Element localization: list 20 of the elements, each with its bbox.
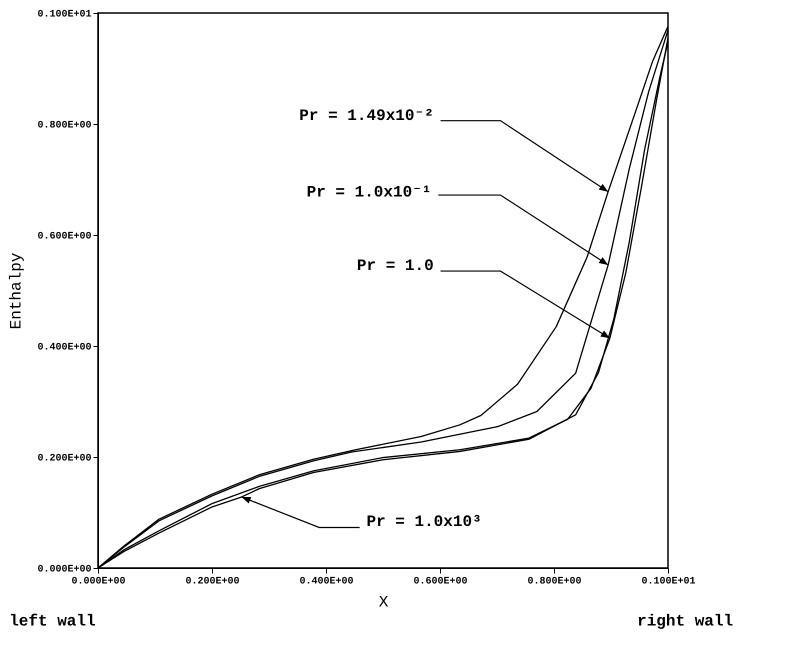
y-tick-label: 0.100E+01 [37,10,92,20]
text: right wall [637,612,734,631]
x-tick-label: 0.200E+00 [185,576,240,588]
x-axis-title: X [378,594,389,612]
annotation: Pr = 1.0 [356,256,434,275]
y-tick-label: 0.600E+00 [37,232,92,242]
annotation: Pr = 1.49x10⁻² [299,107,434,126]
x-tick-label: 0.800E+00 [527,576,582,588]
x-tick-label: 0.400E+00 [299,576,354,588]
text: left wall [9,612,96,631]
y-tick-label: 0.000E+00 [37,564,92,576]
annotation: Pr = 1.0x10⁻¹ [306,184,432,202]
x-tick-label: 0.100E+01 [641,576,696,588]
x-tick-label: 0.600E+00 [413,576,468,588]
y-tick-label: 0.200E+00 [37,454,92,464]
y-tick-label: 0.400E+00 [37,342,92,354]
x-tick-label: 0.000E+00 [71,576,126,588]
annotation: Pr = 1.0x10³ [366,512,482,531]
y-tick-label: 0.800E+00 [37,120,92,132]
y-axis-title: Enthalpy [7,252,26,330]
